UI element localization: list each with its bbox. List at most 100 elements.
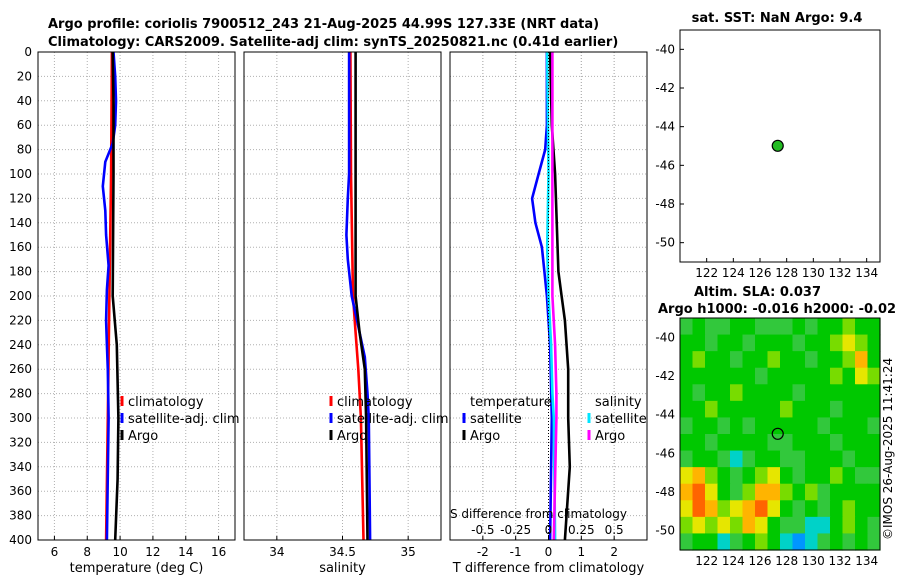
heatmap-cell <box>780 417 794 435</box>
heatmap-cell <box>717 483 731 501</box>
heatmap-cell <box>867 417 881 435</box>
legend-entry-label: satellite-adj. clim <box>337 412 449 427</box>
y-tick-label: 240 <box>9 338 32 352</box>
x-tick-label: 35 <box>401 545 416 559</box>
x-tick-label: 130 <box>802 266 825 280</box>
heatmap-cell <box>817 434 831 452</box>
y-tick-label: -40 <box>655 330 675 344</box>
heatmap-cell <box>730 434 744 452</box>
heatmap-cell <box>680 483 694 501</box>
heatmap-cell <box>742 384 756 402</box>
heatmap-cell <box>867 334 881 352</box>
axes-frame <box>37 51 236 541</box>
heatmap-cell <box>792 450 806 468</box>
heatmap-cell <box>717 367 731 385</box>
x-tick-label: 132 <box>829 554 852 568</box>
heatmap-cell <box>842 367 856 385</box>
heatmap-cell <box>705 367 719 385</box>
heatmap-cell <box>855 434 869 452</box>
heatmap-cell <box>692 351 706 369</box>
heatmap-cell <box>680 467 694 485</box>
heatmap-cell <box>780 351 794 369</box>
sst-map-title: sat. SST: NaN Argo: 9.4 <box>692 11 863 26</box>
heatmap-cell <box>780 384 794 402</box>
heatmap-cell <box>692 467 706 485</box>
heatmap-cell <box>817 417 831 435</box>
map-frame <box>679 317 881 551</box>
heatmap-cell <box>755 351 769 369</box>
x2-tick-label: 0.25 <box>568 523 595 537</box>
heatmap-cell <box>767 450 781 468</box>
y-tick-label: 340 <box>9 460 32 474</box>
heatmap-cell <box>755 483 769 501</box>
heatmap-cell <box>767 516 781 535</box>
series-line-argo <box>111 51 120 541</box>
heatmap-cell <box>830 351 844 369</box>
heatmap-cell <box>817 367 831 385</box>
heatmap-cell <box>767 400 781 419</box>
heatmap-cell <box>767 351 781 369</box>
heatmap-cell <box>817 334 831 352</box>
heatmap-cell <box>842 467 856 485</box>
heatmap-cell <box>867 500 881 518</box>
heatmap-cell <box>705 434 719 452</box>
heatmap-cell <box>730 318 744 336</box>
heatmap-cell <box>855 351 869 369</box>
heatmap-cell <box>680 351 694 369</box>
heatmap-cell <box>705 334 719 352</box>
heatmap-cell <box>805 351 819 369</box>
heatmap-cell <box>780 400 794 419</box>
heatmap-cell <box>717 334 731 352</box>
heatmap-cell <box>730 384 744 402</box>
heatmap-cell <box>780 533 794 551</box>
heatmap-cell <box>792 367 806 385</box>
heatmap-cell <box>717 467 731 485</box>
heatmap-cell <box>705 516 719 535</box>
heatmap-cell <box>680 450 694 468</box>
heatmap-cell <box>742 467 756 485</box>
heatmap-cell <box>842 384 856 402</box>
heatmap-cell <box>805 417 819 435</box>
heatmap-cell <box>767 384 781 402</box>
heatmap-cell <box>805 516 819 535</box>
heatmap-cell <box>692 384 706 402</box>
legend-salinity-title: salinity <box>595 395 642 410</box>
x-tick-label: 130 <box>802 554 825 568</box>
heatmap-cell <box>755 400 769 419</box>
heatmap-cell <box>855 318 869 336</box>
heatmap-cell <box>680 400 694 419</box>
heatmap-cell <box>692 500 706 518</box>
heatmap-cell <box>742 318 756 336</box>
heatmap-cell <box>780 483 794 501</box>
heatmap-cell <box>792 500 806 518</box>
heatmap-cell <box>717 351 731 369</box>
heatmap-cell <box>767 367 781 385</box>
heatmap-cell <box>867 351 881 369</box>
heatmap-cell <box>842 400 856 419</box>
legend-sal-argo-label: Argo <box>595 429 625 444</box>
heatmap-cell <box>792 483 806 501</box>
heatmap-cell <box>767 500 781 518</box>
heatmap-cell <box>742 533 756 551</box>
heatmap-cell <box>742 500 756 518</box>
legend-entry-label: climatology <box>128 395 204 410</box>
series-line-argo <box>354 52 369 541</box>
legend-entry-label: satellite-adj. clim <box>128 412 240 427</box>
heatmap-cell <box>680 516 694 535</box>
y-tick-label: -44 <box>655 120 675 134</box>
sla-map-title-line1: Altim. SLA: 0.037 <box>694 285 821 300</box>
heatmap-cell <box>830 367 844 385</box>
heatmap-cell <box>867 516 881 535</box>
x-tick-label: -2 <box>477 545 489 559</box>
x2-tick-label: 0.5 <box>605 523 624 537</box>
y-tick-label: 60 <box>17 118 32 132</box>
difference-profile-panel: -2 -1 0 1 2 T difference from climatology temp… <box>449 51 648 576</box>
heatmap-cell <box>755 500 769 518</box>
y-tick-label: -48 <box>655 197 675 211</box>
heatmap-cell <box>855 334 869 352</box>
heatmap-cell <box>717 400 731 419</box>
heatmap-cell <box>792 434 806 452</box>
heatmap-cell <box>842 434 856 452</box>
heatmap-cell <box>755 450 769 468</box>
heatmap-cell <box>730 450 744 468</box>
